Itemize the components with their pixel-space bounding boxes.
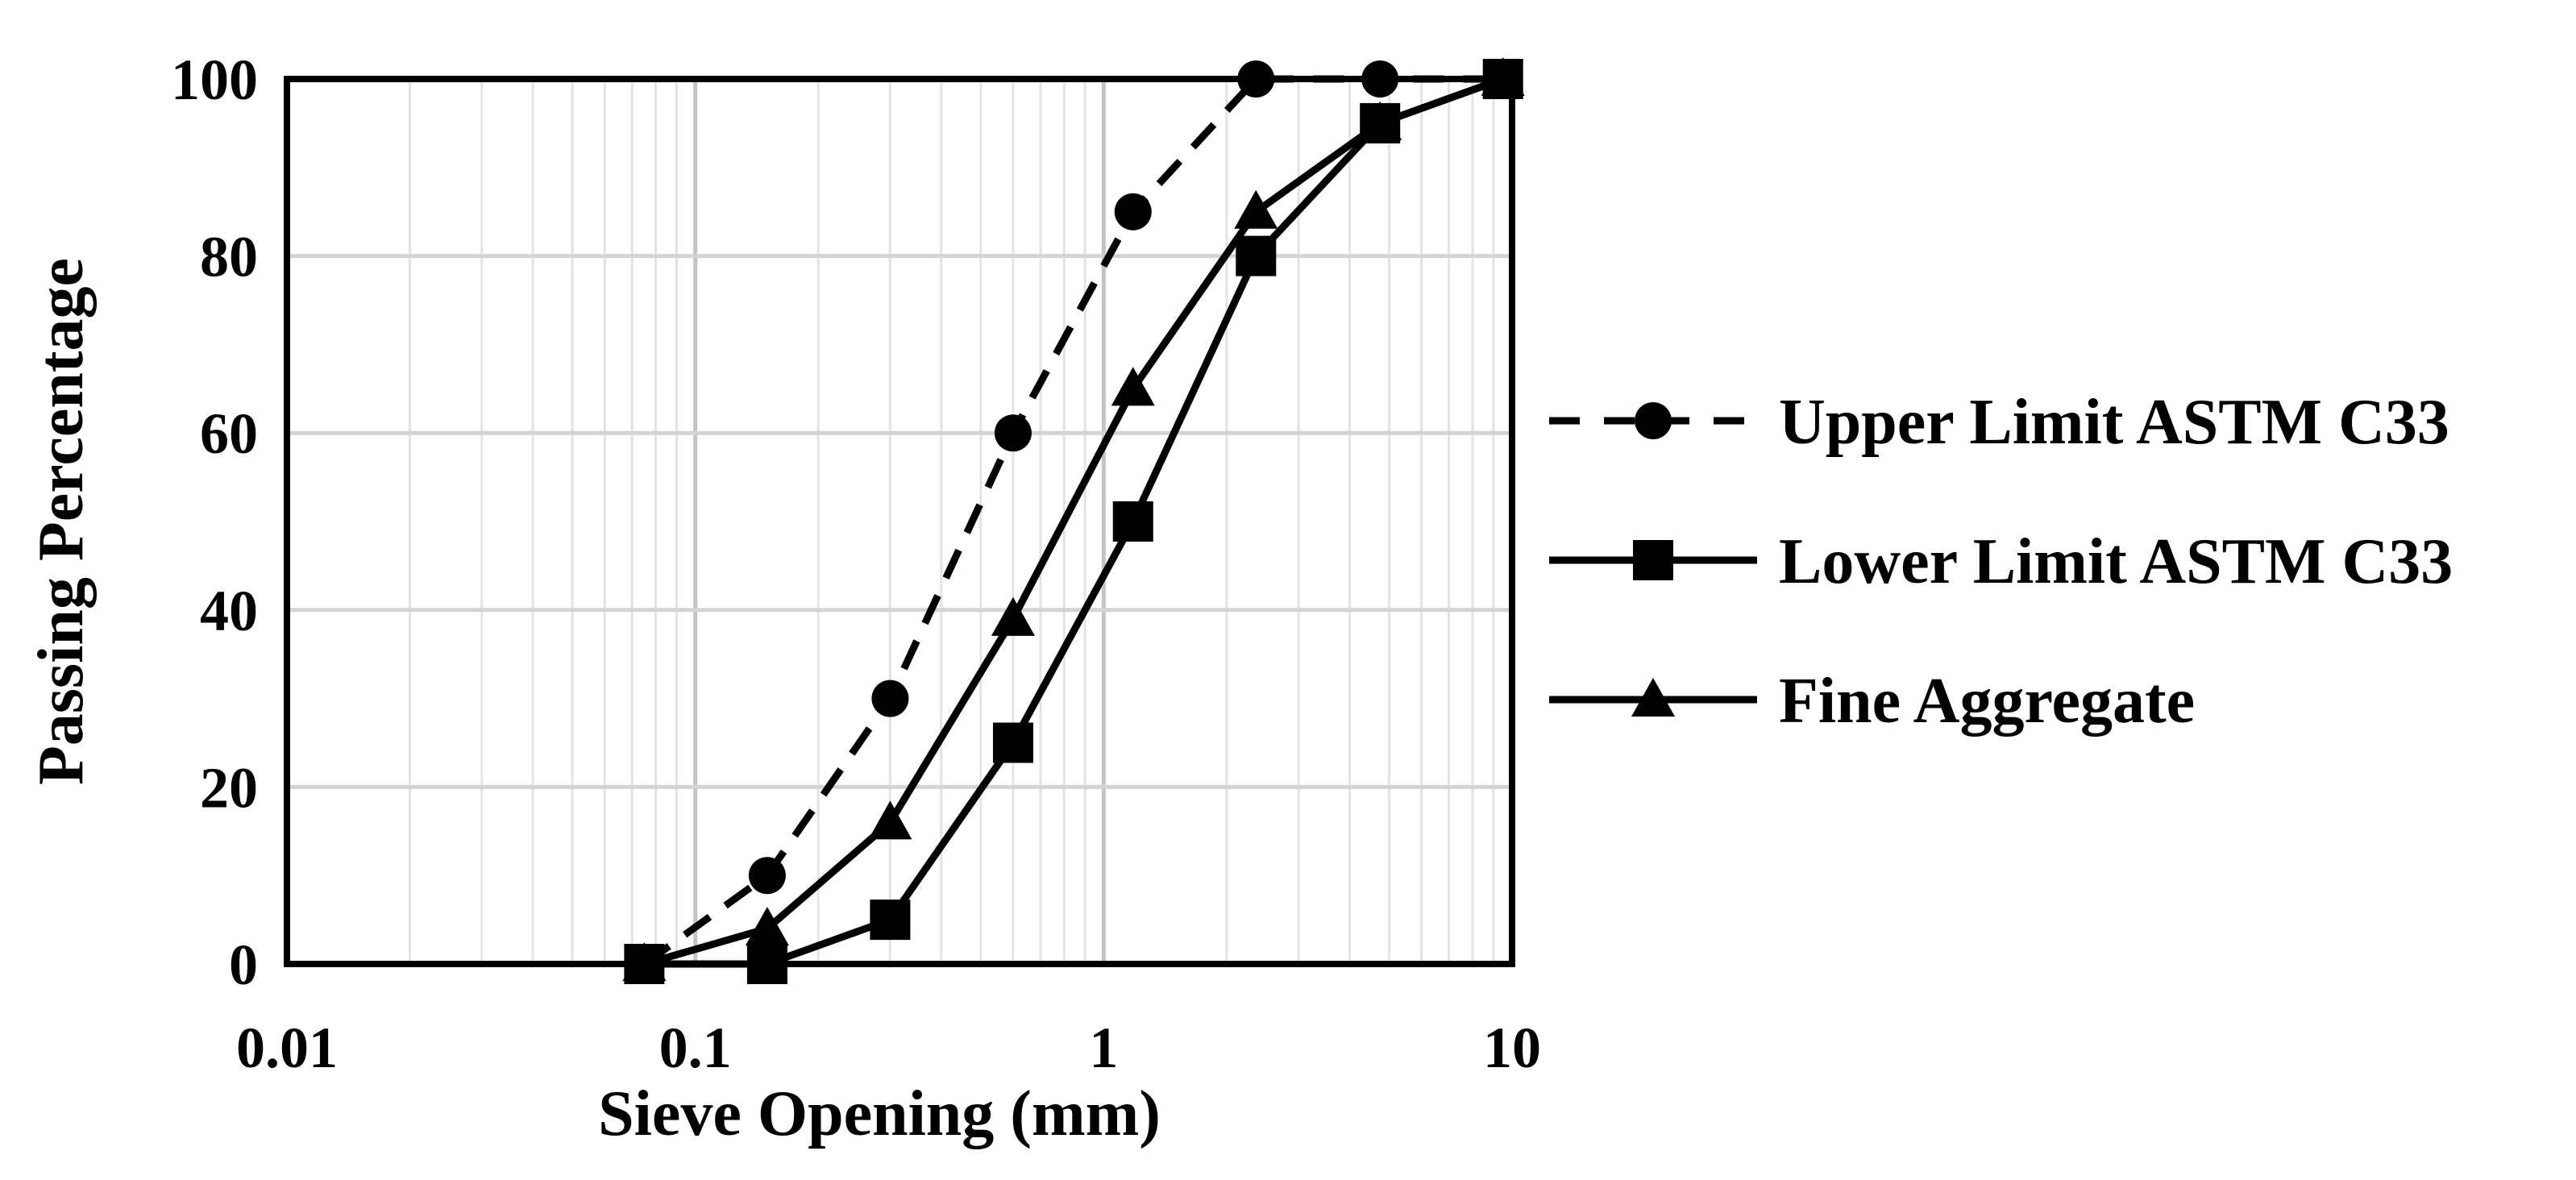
x-tick-label: 0.01: [236, 1016, 338, 1080]
y-axis-title: Passing Percentage: [26, 258, 97, 785]
x-tick-label: 0.1: [659, 1016, 732, 1080]
x-axis-title: Sieve Opening (mm): [598, 1078, 1161, 1149]
legend-label: Lower Limit ASTM C33: [1779, 526, 2453, 597]
data-point-triangle: [1631, 678, 1675, 717]
x-axis-ticks: 0.01 0.1 1 10: [236, 1016, 1541, 1080]
legend-item: Lower Limit ASTM C33: [1549, 526, 2453, 597]
legend-label: Upper Limit ASTM C33: [1779, 387, 2449, 458]
y-tick-label: 20: [200, 755, 258, 820]
y-tick-label: 60: [200, 401, 258, 466]
legend-label: Fine Aggregate: [1779, 666, 2195, 737]
data-point-circle: [994, 414, 1032, 452]
data-point-square: [1633, 540, 1673, 580]
y-tick-label: 100: [171, 48, 258, 112]
data-point-triangle: [1358, 101, 1402, 140]
data-point-triangle: [745, 907, 789, 946]
x-tick-label: 10: [1483, 1016, 1541, 1080]
x-tick-label: 1: [1089, 1016, 1118, 1080]
data-point-square: [1236, 235, 1277, 276]
data-point-circle: [1635, 402, 1672, 439]
y-tick-label: 0: [229, 933, 258, 997]
data-point-triangle: [868, 800, 912, 840]
data-point-triangle: [991, 596, 1035, 636]
y-tick-label: 40: [200, 579, 258, 643]
legend-item: Upper Limit ASTM C33: [1549, 387, 2449, 458]
data-point-circle: [748, 857, 786, 895]
plot-area-border: [284, 76, 1515, 967]
data-point-circle: [1114, 193, 1152, 231]
data-point-triangle: [1111, 367, 1155, 406]
data-point-circle: [871, 679, 909, 717]
y-axis-ticks: 0 20 40 60 80 100: [171, 48, 258, 997]
y-tick-label: 80: [200, 225, 258, 289]
series-line: [643, 75, 1505, 968]
series-line: [644, 75, 1505, 968]
data-point-square: [870, 900, 911, 941]
legend: Upper Limit ASTM C33 Lower Limit ASTM C33…: [1549, 387, 2453, 737]
data-point-triangle: [1234, 189, 1278, 229]
data-point-square: [992, 722, 1033, 763]
legend-item: Fine Aggregate: [1549, 666, 2195, 737]
data-point-square: [1112, 501, 1153, 542]
